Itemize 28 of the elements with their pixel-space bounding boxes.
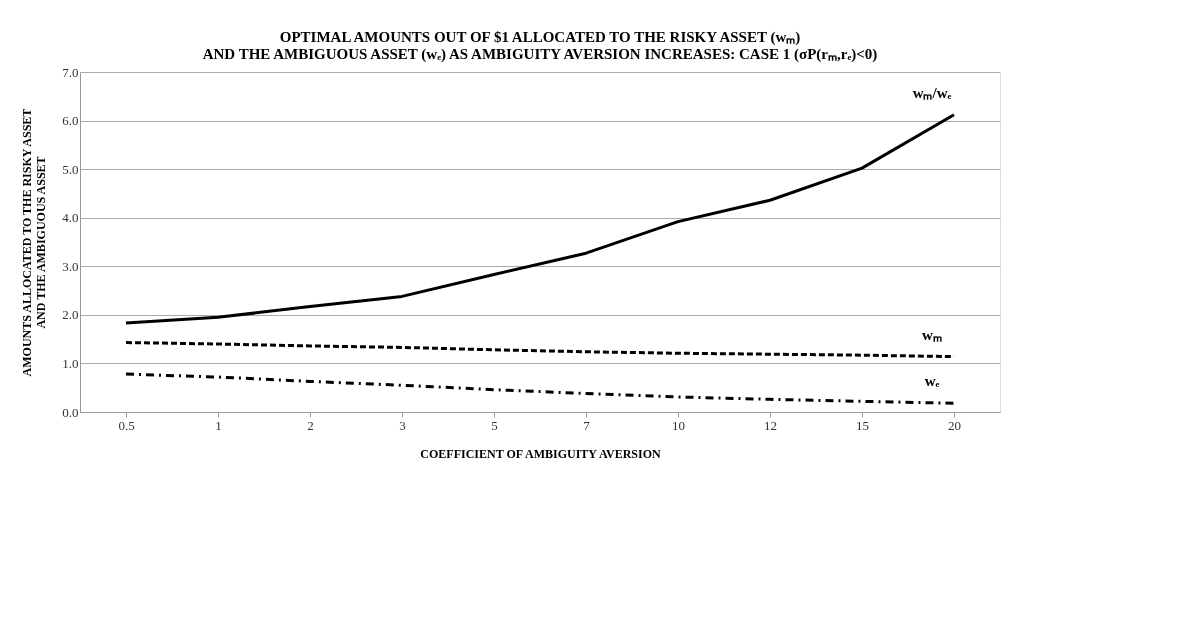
- text: AND THE AMBIGUOUS ASSET (wₑ) AS AMBIGUITY AVERSION INCREASES: CASE 1 (σP(rₘ,rₑ)<0): [202, 46, 878, 62]
- x-tick-label: 0.5: [118, 417, 135, 433]
- y-tick-label: 3.0: [62, 258, 79, 274]
- y-tick-label: 6.0: [62, 113, 79, 129]
- text: OPTIMAL AMOUNTS OUT OF $1 ALLOCATED TO THE RISKY ASSET (wₘ): [279, 29, 801, 45]
- text: AMOUNTS ALLOCATED TO THE RISKY ASSET: [20, 108, 35, 377]
- y-tick-label: 4.0: [62, 210, 79, 226]
- x-tick-label: 12: [764, 417, 777, 433]
- x-tick-label: 7: [583, 417, 591, 433]
- x-tick-label: 2: [307, 417, 314, 433]
- x-tick-label: 1: [215, 417, 222, 433]
- y-tick-label: 2.0: [62, 307, 79, 323]
- x-tick-label: 20: [948, 417, 961, 433]
- x-tick-label: 10: [672, 417, 685, 433]
- series-label: wₘ/wₑ: [912, 84, 952, 101]
- line-series: [124, 113, 956, 325]
- x-axis-title: COEFFICIENT OF AMBIGUITY AVERSION: [420, 446, 662, 461]
- text: AND THE AMBIGUOUS ASSET: [34, 156, 49, 329]
- x-tick-label: 3: [399, 417, 406, 433]
- line-series: [124, 372, 956, 405]
- y-tick-label: 7.0: [62, 64, 79, 80]
- y-tick-label: 1.0: [62, 355, 79, 371]
- x-tick-label: 15: [856, 417, 869, 433]
- x-tick-label: 5: [491, 417, 498, 433]
- y-tick-label: 5.0: [62, 161, 79, 177]
- y-tick-label: 0.0: [62, 404, 79, 420]
- series-label: wₘ: [922, 326, 942, 343]
- series-label: wₑ: [924, 373, 940, 390]
